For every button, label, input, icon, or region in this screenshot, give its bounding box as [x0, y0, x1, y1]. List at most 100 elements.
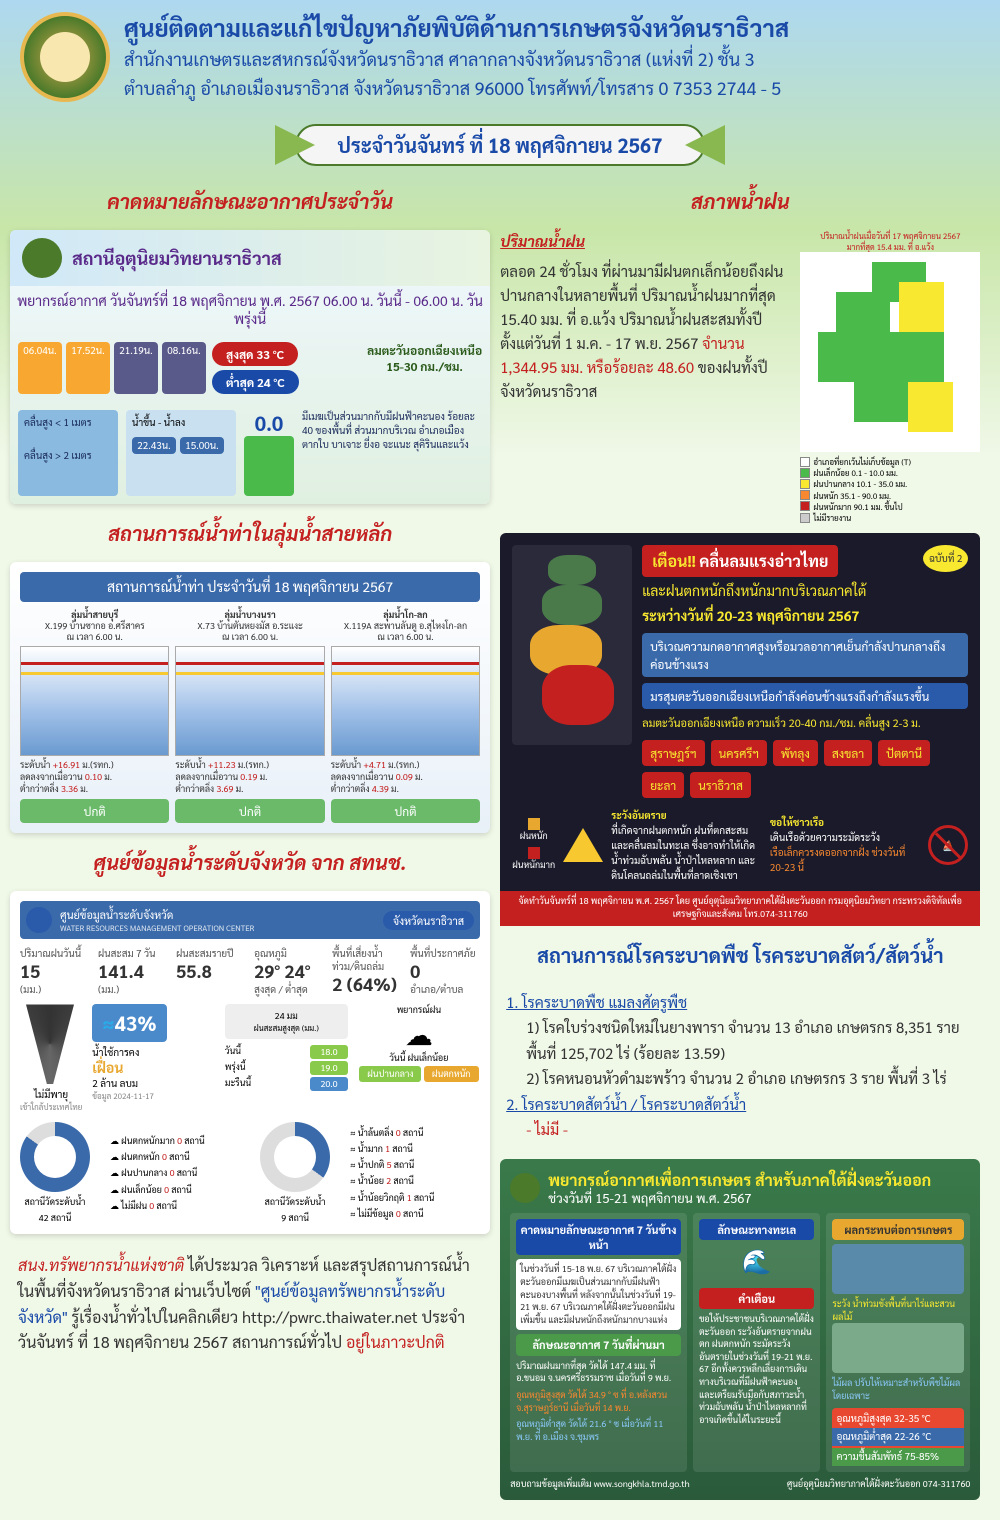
sunset: 17.52น.	[66, 342, 110, 394]
rain-subtitle: ปริมาณน้ำฝน	[500, 230, 790, 254]
fc-photo-1	[832, 1244, 964, 1294]
wc-stat: ฝนสะสมรายปี55.8	[176, 947, 246, 996]
moonset: 08.16น.	[162, 342, 206, 394]
fc-adv: ไม้ผล ปรับให้เหมาะสำหรับพืชไม้ผลโดยเฉพาะ	[832, 1377, 964, 1402]
warn-bar2: มรสุมตะวันออกเฉียงเหนือกำลังค่อนข้างแรงถ…	[642, 683, 968, 709]
wc-logo-icon	[26, 907, 52, 933]
wind-speed: 15-30 กม./ชม.	[367, 358, 482, 374]
tide-label: น้ำขึ้น - น้ำลง	[132, 416, 230, 429]
weather-date: พยากรณ์อากาศ วันจันทร์ที่ 18 พฤศจิกายน พ…	[10, 286, 490, 334]
fc-temp-hum: ความชื้นสัมพัทธ์ 75-85%	[832, 1448, 964, 1466]
rain-map-title: ปริมาณน้ำฝนเมื่อวันที่ 17 พฤศจิกายน 2567	[800, 230, 980, 241]
province-pill: สุราษฎร์ฯ	[642, 740, 704, 766]
rain-chance: 0.0	[244, 410, 294, 436]
wc-amount: 2 ล้าน ลบม	[92, 1077, 215, 1090]
boat-red: เรือเล็กควรงดออกจากฝั่ง ช่วงวันที่ 20-23…	[770, 845, 921, 875]
warn-pre: เตือน!!	[652, 550, 695, 571]
province-pill: นราธิวาส	[690, 772, 751, 798]
disease-h2: 2. โรคระบาดสัตว์น้ำ / โรคระบาดสัตว์น้ำ	[506, 1092, 974, 1118]
fc-col3-body: ระวัง น้ำท่วมขังพื้นที่นาไร่และสวนผลไม้	[832, 1298, 964, 1323]
river-chart: ลุ่มน้ำโก-ลกX.119A สะพานลันตู อ.สุไหงโก-…	[331, 610, 480, 823]
date-text: ประจำวันจันทร์ ที่ 18 พฤศจิกายน 2567	[295, 124, 704, 166]
warning-triangle-icon	[563, 828, 603, 862]
forecast-panel: พยากรณ์อากาศเพื่อการเกษตร สำหรับภาคใต้ฝั…	[500, 1159, 980, 1501]
wc-pct-label: น้ำใช้การคง	[92, 1046, 215, 1059]
fc-logo-icon	[510, 1173, 540, 1203]
wc-section-title: ศูนย์ข้อมูลน้ำระดับจังหวัด จาก สทนช.	[10, 849, 490, 875]
disease-panel: 1. โรคระบาดพืช แมลงศัตรูพืช 1) โรคใบร่วง…	[500, 984, 980, 1149]
disease-d2: 2) โรคหนอนหัวดำมะพร้าว จำนวน 2 อำเภอ เกษ…	[506, 1066, 974, 1092]
fc-col2-head: ลักษณะทางทะเล	[699, 1219, 814, 1240]
met-logo-icon	[22, 238, 62, 278]
river-chart: ลุ่มน้ำบางนราX.73 บ้านตันหยงมัส อ.ระแงะณ…	[175, 610, 324, 823]
wc-title: ศูนย์ข้อมูลน้ำระดับจังหวัด	[60, 907, 375, 922]
sunrise: 06.04น.	[18, 342, 62, 394]
fc-footer-l[interactable]: สอบถามข้อมูลเพิ่มเติม www.songkhla.tmd.g…	[510, 1478, 689, 1490]
river-panel: สถานการณ์น้ำท่า ประจำวันที่ 18 พฤศจิกายน…	[10, 562, 490, 833]
donut1-val: 42 สถานี	[20, 1212, 90, 1224]
fc-col1-head: คาดหมายลักษณะอากาศ 7 วันข้างหน้า	[516, 1219, 681, 1256]
fc-warn-head: คำเตือน	[699, 1288, 814, 1309]
rain-map-sub: มากที่สุด 15.4 มม. ที่ อ.แว้ง	[800, 241, 980, 252]
warn-period: ระหว่างวันที่ 20-23 พฤศจิกายน 2567	[642, 606, 968, 627]
storm-label: ไม่มีพายุ	[20, 1088, 82, 1101]
date-banner: ประจำวันจันทร์ ที่ 18 พฤศจิกายน 2567	[240, 124, 760, 166]
water-center-panel: ศูนย์ข้อมูลน้ำระดับจังหวัด WATER RESOURC…	[10, 891, 490, 1234]
temp-low: ต่ำสุด 24 °C	[212, 370, 299, 394]
wc-stat: พื้นที่ประกาศภัย0อำเภอ/ตำบล	[410, 947, 480, 996]
rain24-sub: ฝนสะสมสูงสุด (มม.)	[231, 1022, 342, 1033]
rain-desc: มีเมฆเป็นส่วนมากกับมีฝนฟ้าคะนอง ร้อยละ 4…	[302, 410, 482, 496]
storm-sub: เข้าใกล้ประเทศไทย	[20, 1101, 82, 1112]
fc-photo-2	[832, 1323, 964, 1373]
river-section-title: สถานการณ์น้ำท่าในลุ่มน้ำสายหลัก	[10, 520, 490, 546]
boat-head: ขอให้ชาวเรือ	[770, 815, 921, 830]
warn-map	[512, 545, 632, 745]
disease-d1: 1) โรคใบร่วงชนิดใหม่ในยางพารา จำนวน 13 อ…	[506, 1015, 974, 1066]
warning-panel: เตือน!! คลื่นลมแรงอ่าวไทย ฉบับที่ 2 และฝ…	[500, 533, 980, 926]
wc-stat: อุณหภูมิ29° 24°สูงสุด / ต่ำสุด	[254, 947, 324, 996]
wave-info: คลื่นสูง < 1 เมตร คลื่นสูง > 2 เมตร	[18, 410, 118, 496]
fc-title: พยากรณ์อากาศเพื่อการเกษตร	[548, 1169, 751, 1190]
donut-chart-1	[20, 1122, 90, 1192]
fc-col3-head: ผลกระทบต่อการเกษตร	[832, 1219, 964, 1240]
warn-bar1: บริเวณความกดอากาศสูงหรือมวลอากาศเย็นกำลั…	[642, 633, 968, 677]
moonrise: 21.19น.	[114, 342, 158, 394]
temp-high: สูงสุด 33 °C	[212, 342, 298, 366]
left-column: คาดหมายลักษณะอากาศประจำวัน สถานีอุตุนิยม…	[10, 182, 490, 1500]
water-note: สนง.ทรัพยากรน้ำแห่งชาติ ได้ประมวล วิเครา…	[10, 1244, 490, 1362]
caution-body: ที่เกิดจากฝนตกหนัก ฝนที่ตกสะสม และคลื่นล…	[611, 823, 762, 883]
boat-body: เดินเรือด้วยความระมัดระวัง	[770, 830, 921, 845]
wind-dir: ลมตะวันออกเฉียงเหนือ	[367, 342, 482, 358]
wc-asof: ข้อมูล 2024-11-17	[92, 1090, 215, 1101]
donut2-label: สถานีวัดระดับน้ำ	[260, 1196, 330, 1208]
river-date-bar: สถานการณ์น้ำท่า ประจำวันที่ 18 พฤศจิกายน…	[20, 572, 480, 602]
donut-chart-2	[260, 1122, 330, 1192]
province-pill: สงขลา	[824, 740, 872, 766]
disease-section-title: สถานการณ์โรคระบาดพืช โรคระบาดสัตว์/สัตว์…	[500, 942, 980, 968]
rain-day-bar: ฝนปานกลาง	[359, 1066, 421, 1082]
rain-today-desc: วันนี้ ฝนเล็กน้อย	[358, 1052, 481, 1064]
warn-title: คลื่นลมแรงอ่าวไทย	[699, 550, 828, 571]
warn-wind: ลมตะวันออกเฉียงเหนือ ความเร็ว 20-40 กม./…	[642, 715, 968, 732]
fc-footer-r: ศูนย์อุตุนิยมวิทยาภาคใต้ฝั่งตะวันออก 074…	[787, 1478, 971, 1490]
wave2: คลื่นสูง > 2 เมตร	[24, 449, 112, 462]
province-pill: ปัตตานี	[878, 740, 930, 766]
caution-head: ระวังอันตราย	[611, 808, 762, 823]
disease-h1: 1. โรคระบาดพืช แมลงศัตรูพืช	[506, 990, 974, 1016]
warn-footer: จัดทำวันจันทร์ที่ 18 พฤศจิกายน พ.ศ. 2567…	[500, 891, 980, 926]
weather-station: สถานีอุตุนิยมวิทยานราธิวาส	[72, 247, 478, 270]
no-boat-icon: ⛵	[928, 825, 968, 865]
header-addr1: สำนักงานเกษตรและสหกรณ์จังหวัดนราธิวาส ศา…	[124, 47, 980, 72]
disease-none: - ไม่มี -	[506, 1117, 974, 1143]
sun-times: 06.04น. 17.52น. 21.19น. 08.16น.	[18, 342, 206, 394]
wn-org: สนง.ทรัพยากรน้ำแห่งชาติ	[18, 1254, 184, 1275]
fc-warn-body: ขอให้ประชาชนบริเวณภาคใต้ฝั่งตะวันออก ระว…	[699, 1313, 814, 1426]
tide-high: 22.43น.	[132, 437, 176, 454]
fc-title2: สำหรับภาคใต้ฝั่งตะวันออก	[751, 1169, 931, 1190]
fc-col1-head2: ลักษณะอากาศ 7 วันที่ผ่านมา	[516, 1334, 681, 1355]
tide-info: น้ำขึ้น - น้ำลง 22.43น. 15.00น.	[126, 410, 236, 496]
donut1-label: สถานีวัดระดับน้ำ	[20, 1196, 90, 1208]
province-pill: นครศรีฯ	[711, 740, 767, 766]
wc-province-tag[interactable]: จังหวัดนราธิวาส	[383, 911, 474, 930]
wc-status: เฝื่อน	[92, 1059, 215, 1077]
